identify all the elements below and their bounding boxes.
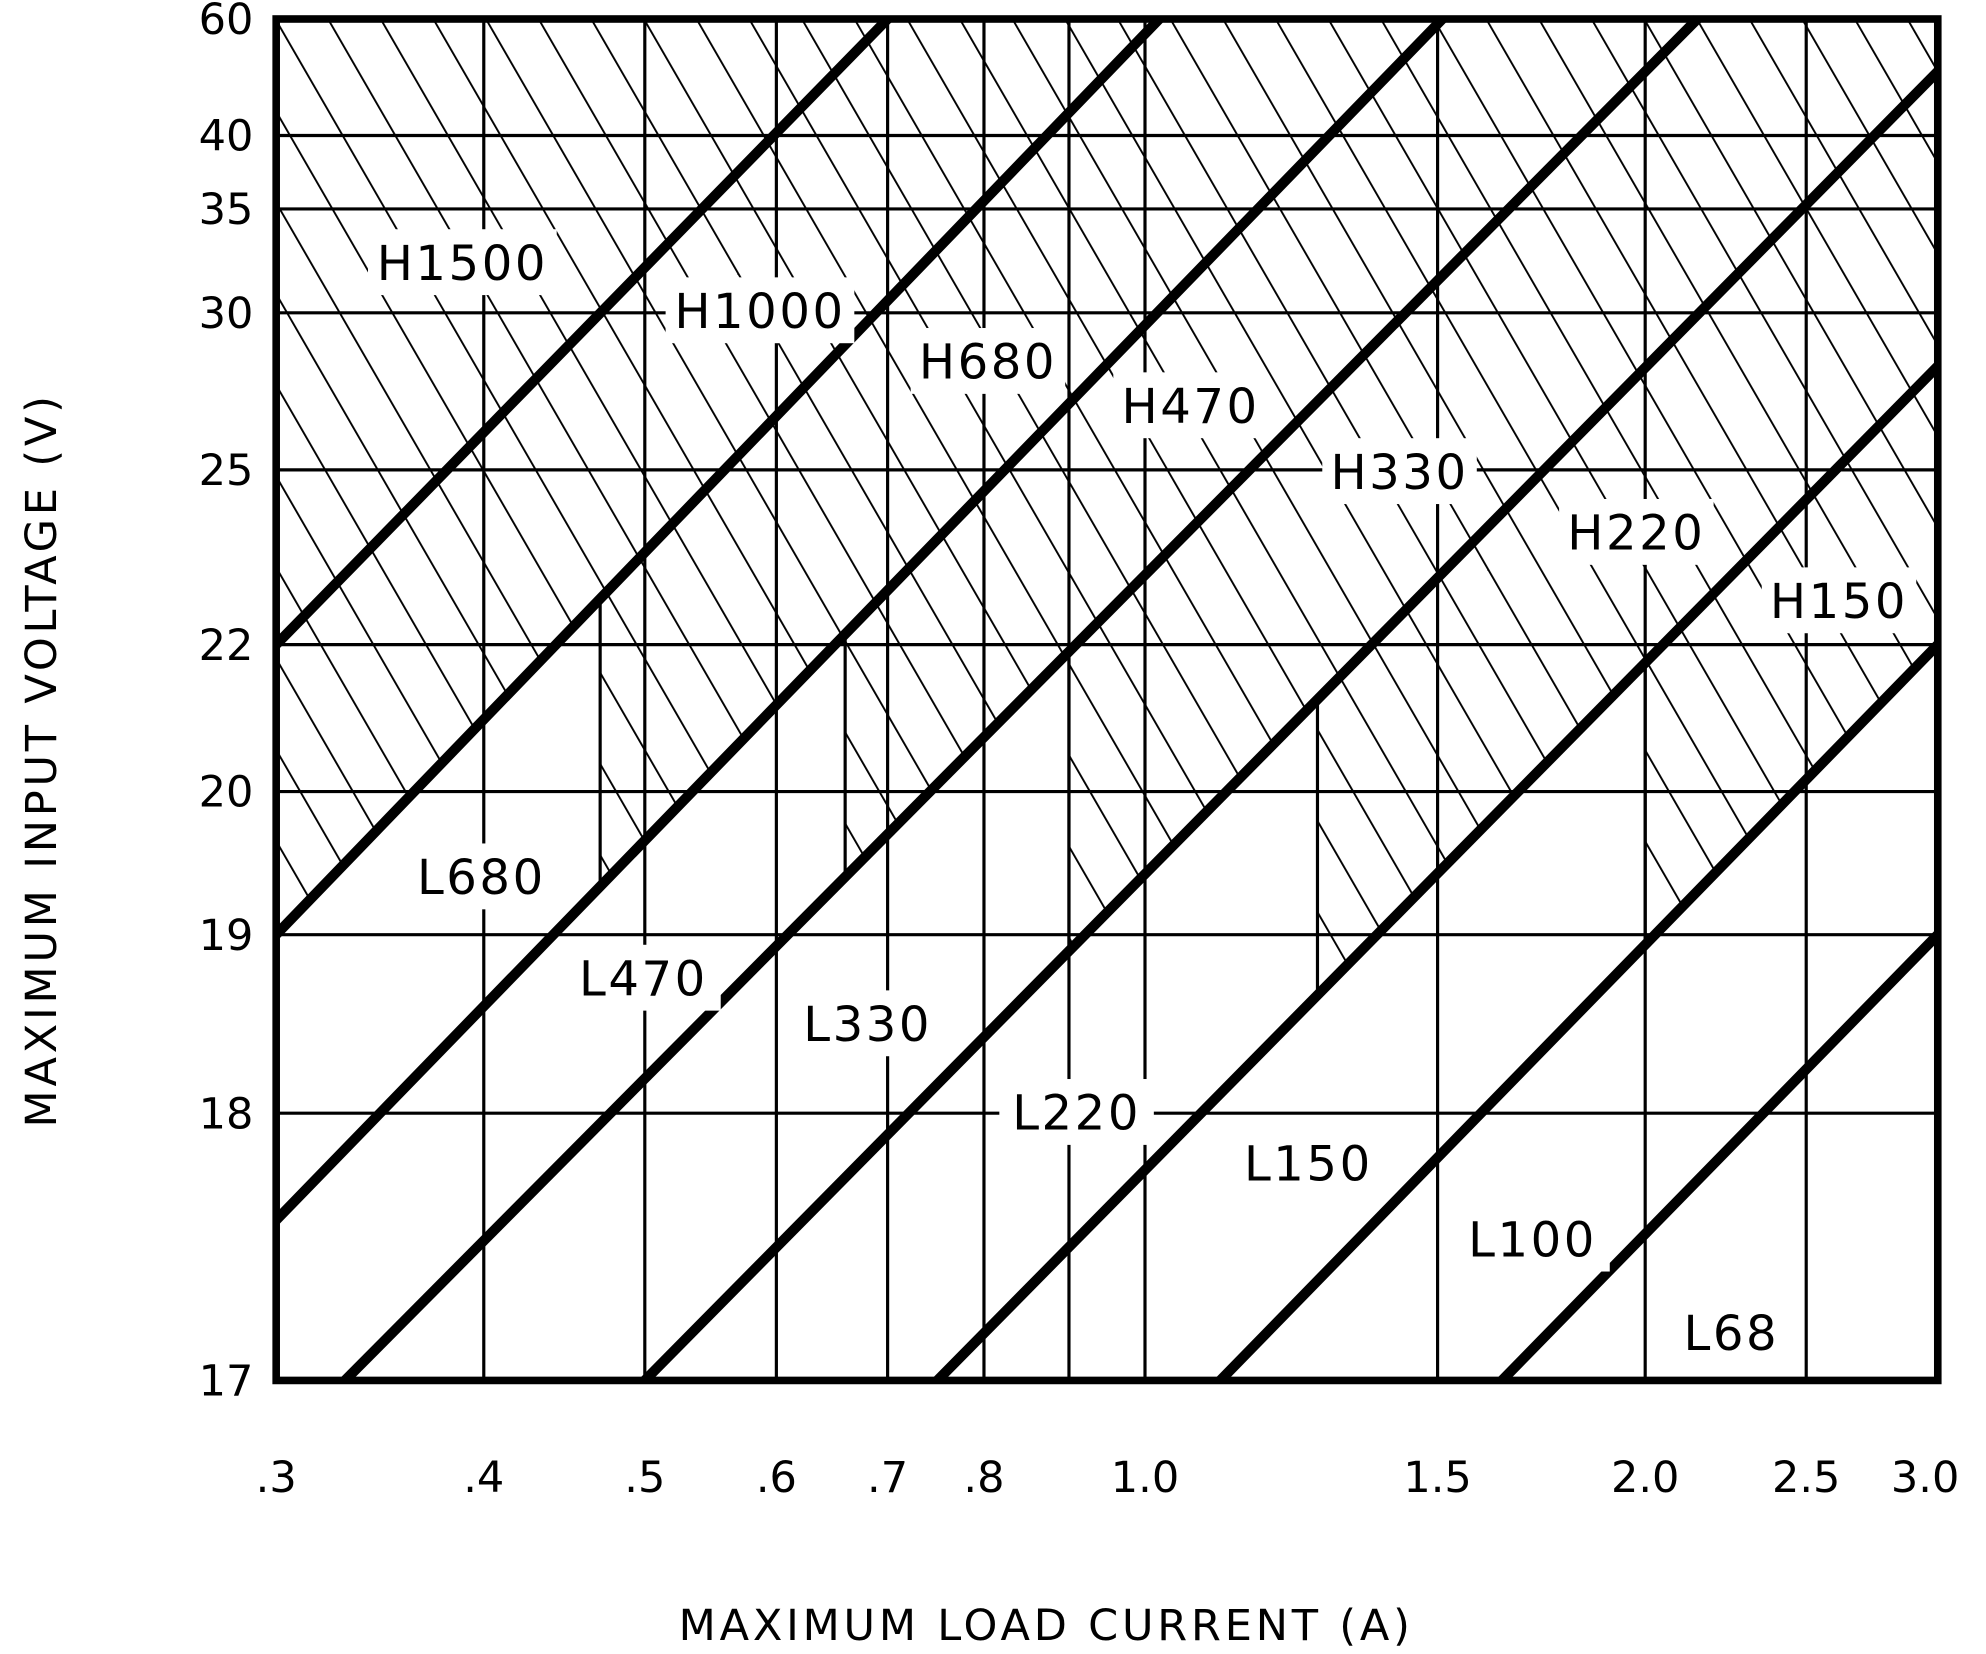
y-tick-label: 25: [199, 446, 254, 496]
y-tick-label: 22: [199, 621, 254, 671]
x-tick-label: .4: [463, 1453, 504, 1503]
boundary-line-F: [933, 362, 1942, 1385]
annotation-h150: H150: [1770, 574, 1908, 630]
annotation-l680: L680: [417, 850, 546, 906]
annotation-h220: H220: [1567, 506, 1705, 562]
boundary-line-C: [272, 15, 1447, 1224]
annotation-h1000: H1000: [674, 284, 845, 340]
x-tick-label: .7: [867, 1453, 908, 1503]
annotation-background: [665, 277, 855, 344]
x-tick-label: 3.0: [1891, 1453, 1959, 1503]
annotation-h470: H470: [1121, 379, 1259, 435]
annotation-background: [566, 944, 721, 1011]
annotation-background: [1455, 1205, 1610, 1272]
x-tick-label: 1.5: [1403, 1453, 1471, 1503]
annotation-h330: H330: [1330, 445, 1468, 501]
x-tick-label: .6: [756, 1453, 797, 1503]
y-axis-title: MAXIMUM INPUT VOLTAGE (V): [17, 392, 67, 1127]
x-tick-label: .8: [963, 1453, 1004, 1503]
annotation-background: [1761, 567, 1917, 634]
y-tick-label: 18: [199, 1089, 254, 1139]
annotation-l68: L68: [1684, 1306, 1780, 1362]
boundary-line-G: [1216, 641, 1942, 1384]
y-tick-label: 19: [199, 911, 254, 961]
y-tick-label: 35: [199, 185, 254, 235]
boundary-line-A: [272, 15, 892, 649]
y-tick-label: 17: [199, 1357, 254, 1407]
annotation-background: [368, 229, 557, 296]
annotation-h680: H680: [919, 335, 1057, 391]
annotation-h1500: H1500: [377, 236, 548, 292]
annotation-background: [1113, 372, 1268, 439]
x-tick-label: 1.0: [1111, 1453, 1179, 1503]
annotation-background: [790, 990, 945, 1057]
annotation-l330: L330: [803, 997, 932, 1053]
annotation-l220: L220: [1012, 1086, 1141, 1142]
y-tick-label: 20: [199, 768, 254, 818]
annotation-background: [1231, 1129, 1386, 1196]
y-tick-label: 60: [199, 0, 254, 45]
x-tick-label: .3: [256, 1453, 297, 1503]
boundary-line-E: [641, 67, 1942, 1385]
x-tick-label: 2.0: [1611, 1453, 1679, 1503]
annotation-background: [999, 1079, 1154, 1145]
x-tick-label: .5: [624, 1453, 665, 1503]
boundary-line-H: [1498, 931, 1942, 1384]
y-tick-label: 30: [199, 289, 254, 339]
annotation-l100: L100: [1468, 1212, 1597, 1268]
annotation-background: [1322, 438, 1477, 505]
annotation-l150: L150: [1244, 1136, 1373, 1192]
plot-frame: [272, 15, 1942, 1385]
y-tick-label: 40: [199, 112, 254, 162]
annotation-l470: L470: [579, 951, 708, 1007]
annotation-background: [1559, 498, 1714, 565]
x-tick-label: 2.5: [1772, 1453, 1840, 1503]
boundary-line-D: [341, 15, 1701, 1385]
annotation-background: [910, 328, 1066, 394]
x-axis-title: MAXIMUM LOAD CURRENT (A): [679, 1601, 1414, 1651]
annotation-background: [404, 843, 559, 910]
boundary-line-B: [272, 15, 1163, 939]
annotation-background: [1671, 1299, 1792, 1366]
